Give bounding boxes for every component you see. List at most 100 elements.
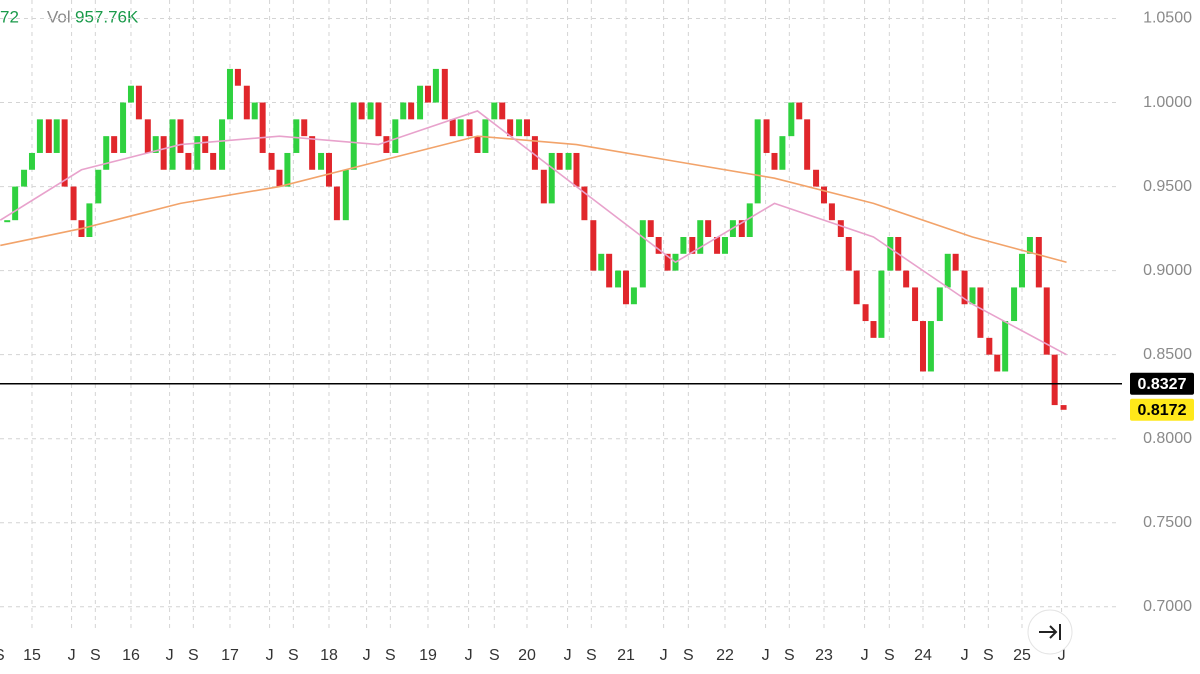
x-tick-label: S xyxy=(385,647,396,664)
x-tick-label: J xyxy=(68,647,76,664)
x-tick-label: 24 xyxy=(914,647,932,664)
x-tick-label: J xyxy=(961,647,969,664)
candle xyxy=(556,152,563,170)
candle xyxy=(135,85,142,120)
candle xyxy=(837,220,844,237)
candle xyxy=(1035,237,1042,288)
x-tick-label: 22 xyxy=(716,647,734,664)
candle xyxy=(870,321,877,338)
candle xyxy=(927,321,934,372)
candle xyxy=(655,237,662,254)
candle xyxy=(95,169,102,204)
price-label: 0.8172 xyxy=(1138,402,1187,419)
candle xyxy=(1051,354,1058,406)
x-tick-label: S xyxy=(489,647,500,664)
candle xyxy=(400,102,407,120)
x-tick-label: J xyxy=(564,647,572,664)
candle xyxy=(598,253,605,271)
candle xyxy=(491,102,498,120)
candle xyxy=(276,169,283,187)
candle xyxy=(12,186,19,221)
scroll-to-latest-button[interactable] xyxy=(1027,609,1073,655)
candle xyxy=(796,102,803,120)
candle xyxy=(969,287,976,305)
price-label-box xyxy=(1130,398,1194,421)
y-tick-label: 0.8000 xyxy=(1143,430,1192,447)
candle xyxy=(738,220,745,237)
candle xyxy=(457,119,464,137)
candle xyxy=(350,102,357,170)
candle xyxy=(615,270,622,288)
x-tick-label: 17 xyxy=(221,647,239,664)
x-tick-label: S xyxy=(983,647,994,664)
candle xyxy=(754,119,761,204)
x-tick-label: S xyxy=(0,647,5,664)
candle xyxy=(548,152,555,204)
x-tick-label: J xyxy=(166,647,174,664)
candle xyxy=(590,220,597,271)
candle xyxy=(358,102,365,120)
candle xyxy=(449,119,456,137)
candle xyxy=(392,119,399,153)
y-tick-label: 0.9500 xyxy=(1143,178,1192,195)
candle xyxy=(828,203,835,221)
price-label-box xyxy=(1130,372,1194,395)
candle xyxy=(466,119,473,137)
candle xyxy=(689,237,696,254)
x-tick-label: 19 xyxy=(419,647,437,664)
candle xyxy=(779,136,786,170)
candle xyxy=(961,270,968,305)
candle xyxy=(944,253,951,288)
y-tick-label: 0.7500 xyxy=(1143,514,1192,531)
candle xyxy=(565,152,572,170)
candle xyxy=(111,136,118,153)
candle xyxy=(664,253,671,271)
candle xyxy=(219,119,226,170)
candle xyxy=(1011,287,1018,322)
candle xyxy=(61,119,68,187)
candle xyxy=(912,287,919,322)
x-tick-label: 25 xyxy=(1013,647,1031,664)
candle xyxy=(952,253,959,271)
volume-value: 957.76K xyxy=(75,7,139,26)
candle xyxy=(606,253,613,288)
x-tick-label: J xyxy=(465,647,473,664)
x-tick-label: 16 xyxy=(122,647,140,664)
candle xyxy=(268,152,275,170)
candle xyxy=(259,102,266,153)
candle xyxy=(86,203,93,237)
candle xyxy=(523,119,530,137)
moving-average xyxy=(0,135,1067,263)
candle xyxy=(432,68,439,103)
candle xyxy=(647,220,654,237)
candle xyxy=(185,152,192,170)
candle xyxy=(919,321,926,372)
button-icon xyxy=(1039,624,1061,640)
candle xyxy=(441,68,448,120)
candle xyxy=(144,119,151,153)
candle xyxy=(721,237,728,254)
candle xyxy=(325,152,332,187)
x-tick-label: 20 xyxy=(518,647,536,664)
candle xyxy=(45,119,52,153)
candle xyxy=(531,136,538,170)
candle xyxy=(301,119,308,137)
volume-label: Vol xyxy=(47,7,71,26)
candle xyxy=(507,119,514,137)
candle xyxy=(1002,321,1009,372)
candle xyxy=(169,119,176,170)
x-tick-label: J xyxy=(266,647,274,664)
candle xyxy=(417,85,424,120)
x-tick-label: 23 xyxy=(815,647,833,664)
candle xyxy=(226,68,233,120)
candle xyxy=(210,152,217,170)
x-tick-label: J xyxy=(1058,647,1066,664)
candle xyxy=(1043,287,1050,355)
x-tick-label: 21 xyxy=(617,647,635,664)
candle xyxy=(639,220,646,288)
candle xyxy=(581,186,588,221)
candle xyxy=(977,287,984,338)
candle xyxy=(994,354,1001,372)
y-tick-label: 1.0500 xyxy=(1143,10,1192,27)
